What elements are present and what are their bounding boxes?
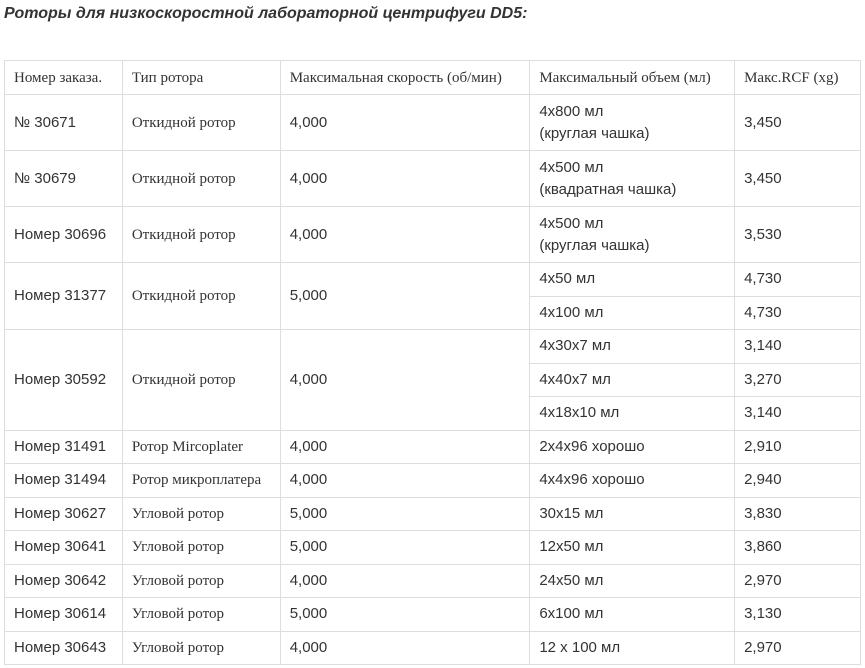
volume-cell: 24x50 мл (529, 563, 736, 598)
volume-cell: 12 x 100 мл (529, 630, 736, 665)
volume-cell: 4x50 мл (529, 262, 736, 297)
order-cell: Номер 30614 (4, 597, 123, 632)
order-cell: Номер 30696 (4, 206, 123, 263)
table-row: № 30671 Откидной ротор 4,000 4x800 мл (круг… (4, 94, 861, 151)
order-cell: Номер 31491 (4, 429, 123, 464)
header-row: Номер заказа. Тип ротора Максимальная скор… (4, 60, 861, 95)
order-cell: Номер 30642 (4, 563, 123, 598)
volume-cell: 4x30x7 мл (529, 329, 736, 364)
speed-cell: 4,000 (279, 630, 531, 665)
type-cell: Откидной ротор (121, 150, 281, 207)
rcf-cell: 2,970 (734, 563, 861, 598)
table-row: 4x18x10 мл 3,140 (5, 396, 861, 431)
speed-cell: 5,000 (279, 530, 531, 565)
volume-cell: 4x800 мл (круглая чашка) (529, 94, 736, 151)
type-cell: Ротор Mircoplater (121, 429, 281, 464)
rcf-cell: 3,140 (734, 396, 861, 431)
rcf-cell: 3,450 (734, 150, 861, 207)
volume-cell: 4x500 мл (квадратная чашка) (529, 150, 736, 207)
volume-cell: 30x15 мл (529, 496, 736, 531)
rcf-cell: 3,270 (734, 362, 861, 397)
order-cell: № 30679 (4, 150, 123, 207)
volume-cell: 4x500 мл (круглая чашка) (529, 206, 736, 263)
order-cell: Номер 31494 (4, 463, 123, 498)
type-cell: Угловой ротор (121, 630, 281, 665)
rcf-cell: 3,530 (734, 206, 861, 263)
type-cell: Откидной ротор (121, 262, 281, 330)
rcf-cell: 2,970 (734, 630, 861, 665)
title: Роторы для низкоскоростной лабораторной … (4, 5, 528, 22)
type-cell: Угловой ротор (121, 563, 281, 598)
rotor-table: Номер заказа. Тип ротора Максимальная скор… (4, 60, 861, 665)
speed-cell: 5,000 (279, 597, 531, 632)
speed-cell: 5,000 (279, 262, 531, 330)
table-row: Номер 31377 Откидной ротор 5,000 4x50 мл 4,7… (4, 262, 861, 330)
table-row: № 30679 Откидной ротор 4,000 4x500 мл (квад… (4, 150, 861, 207)
order-cell: Номер 31377 (4, 262, 123, 330)
rcf-cell: 3,450 (734, 94, 861, 151)
type-cell: Угловой ротор (121, 530, 281, 565)
speed-cell: 4,000 (279, 563, 531, 598)
type-cell: Ротор микроплатера (121, 463, 281, 498)
table-row: Номер 30641 Угловой ротор 5,000 12x50 мл 3,8… (4, 530, 861, 565)
volume-cell: 2x4x96 хорошо (529, 429, 736, 464)
table-row: Номер 31491 Ротор Mircoplater 4,000 2x4x96 … (4, 429, 861, 464)
volume-cell: 4x100 мл (529, 295, 736, 330)
header-cell: Максимальный объем (мл) (529, 60, 736, 95)
table-row: Номер 30643 Угловой ротор 4,000 12 x 100 мл… (4, 630, 861, 665)
volume-cell: 4x18x10 мл (529, 396, 736, 431)
type-cell: Угловой ротор (121, 496, 281, 531)
volume-cell: 4x40x7 мл (529, 362, 736, 397)
table-row: Номер 30696 Откидной ротор 4,000 4x500 мл (… (4, 206, 861, 263)
table-row: Номер 30592 Откидной ротор 4,000 4x30x7 мл 3… (4, 329, 861, 431)
order-cell: Номер 30592 (4, 329, 123, 431)
order-cell: Номер 30643 (4, 630, 123, 665)
speed-cell: 4,000 (279, 329, 531, 431)
rcf-cell: 2,940 (734, 463, 861, 498)
speed-cell: 5,000 (279, 496, 531, 531)
speed-cell: 4,000 (279, 206, 531, 263)
rcf-cell: 3,860 (734, 530, 861, 565)
type-cell: Угловой ротор (121, 597, 281, 632)
volume-cell: 6x100 мл (529, 597, 736, 632)
type-cell: Откидной ротор (121, 329, 281, 431)
table-row: 4x100 мл 4,730 (5, 295, 861, 330)
table-row: Номер 30614 Угловой ротор 5,000 6x100 мл 3,1… (4, 597, 861, 632)
rcf-cell: 3,140 (734, 329, 861, 364)
rcf-cell: 4,730 (734, 262, 861, 297)
rcf-cell: 2,910 (734, 429, 861, 464)
header-cell: Номер заказа. (4, 60, 123, 95)
table-row: Номер 31494 Ротор микроплатера 4,000 4x4x96… (4, 463, 861, 498)
header-cell: Максимальная скорость (об/мин) (279, 60, 531, 95)
speed-cell: 4,000 (279, 94, 531, 151)
rcf-cell: 3,830 (734, 496, 861, 531)
header-cell: Макс.RCF (xg) (734, 60, 861, 95)
order-cell: Номер 30641 (4, 530, 123, 565)
volume-cell: 4x4x96 хорошо (529, 463, 736, 498)
table-row: Номер 30627 Угловой ротор 5,000 30x15 мл 3,8… (4, 496, 861, 531)
table-row: 4x40x7 мл 3,270 (5, 362, 861, 397)
rcf-cell: 4,730 (734, 295, 861, 330)
order-cell: № 30671 (4, 94, 123, 151)
speed-cell: 4,000 (279, 463, 531, 498)
rcf-cell: 3,130 (734, 597, 861, 632)
speed-cell: 4,000 (279, 429, 531, 464)
type-cell: Откидной ротор (121, 94, 281, 151)
type-cell: Откидной ротор (121, 206, 281, 263)
volume-cell: 12x50 мл (529, 530, 736, 565)
order-cell: Номер 30627 (4, 496, 123, 531)
table-row: Номер 30642 Угловой ротор 4,000 24x50 мл 2,9… (4, 563, 861, 598)
header-cell: Тип ротора (121, 60, 281, 95)
speed-cell: 4,000 (279, 150, 531, 207)
